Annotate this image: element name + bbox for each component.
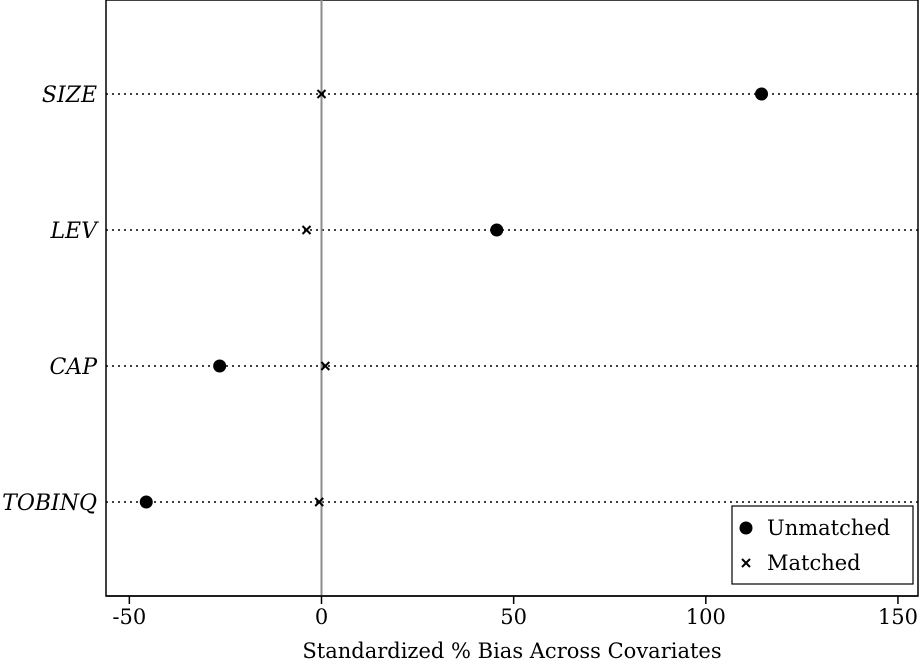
category-gridlines — [106, 93, 918, 503]
matched-point-tobinq — [314, 497, 324, 507]
category-labels: SIZE LEV CAP TOBINQ — [2, 83, 99, 516]
unmatched-point-size — [755, 87, 769, 101]
category-label-tobinq: TOBINQ — [2, 491, 97, 516]
x-tick-label-50: 50 — [500, 605, 527, 629]
unmatched-point-lev — [490, 223, 504, 237]
matched-point-cap — [320, 361, 331, 371]
legend-symbol-unmatched — [739, 521, 753, 535]
matched-point-lev — [301, 225, 312, 235]
x-tick-label--50: -50 — [112, 605, 146, 629]
legend-label-matched: Matched — [767, 551, 861, 575]
category-label-size: SIZE — [42, 83, 97, 108]
category-label-lev: LEV — [49, 219, 99, 244]
legend-items: Unmatched Matched — [739, 516, 890, 575]
legend-label-unmatched: Unmatched — [767, 516, 890, 540]
legend-box — [731, 505, 914, 585]
matched-point-size — [316, 89, 327, 99]
x-axis-title: Standardized % Bias Across Covariates — [302, 639, 721, 662]
unmatched-point-tobinq — [139, 495, 153, 509]
data-markers — [139, 87, 769, 509]
x-tick-label-100: 100 — [686, 605, 726, 629]
x-axis-ticks: -50 0 50 100 150 — [112, 596, 918, 629]
legend-symbol-matched — [741, 558, 751, 568]
x-tick-label-150: 150 — [878, 605, 918, 629]
category-label-cap: CAP — [49, 355, 98, 380]
x-tick-label-0: 0 — [315, 605, 328, 629]
legend: Unmatched Matched — [731, 505, 914, 585]
unmatched-point-cap — [213, 359, 227, 373]
